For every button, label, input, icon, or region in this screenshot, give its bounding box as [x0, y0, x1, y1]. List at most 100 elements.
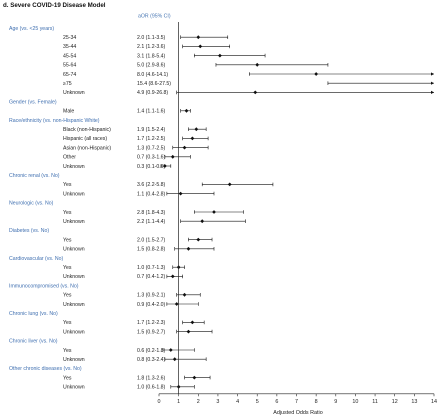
row-label: Black (non-Hispanic)	[63, 127, 111, 133]
estimate-label: 0.8 (0.3-2.4)	[137, 357, 166, 363]
estimate-label: 1.3 (0.7-2.5)	[137, 145, 166, 151]
point-estimate	[190, 136, 195, 141]
row-label: Other	[63, 155, 76, 161]
category-label: Cardiovascular (vs. No)	[9, 256, 63, 262]
x-tick-label: 9	[334, 399, 337, 405]
point-estimate	[172, 357, 177, 362]
estimate-label: 1.7 (1.2-2.5)	[137, 136, 166, 142]
x-tick-label: 10	[352, 399, 358, 405]
estimate-label: 5.0 (2.9-8.6)	[137, 63, 166, 69]
chart-title: d. Severe COVID-19 Disease Model	[3, 2, 106, 9]
estimate-label: 3.6 (2.2-5.8)	[137, 182, 166, 188]
estimate-label: 0.6 (0.2-1.8)	[137, 348, 166, 354]
row-label: Hispanic (all races)	[63, 136, 107, 142]
row-label: Asian (non-Hispanic)	[63, 145, 111, 151]
estimate-label: 1.1 (0.4-2.8)	[137, 191, 166, 197]
point-estimate	[170, 154, 175, 159]
point-estimate	[198, 44, 203, 49]
estimate-label: 0.7 (0.4-1.2)	[137, 274, 166, 280]
point-estimate	[174, 302, 179, 306]
estimate-label: 4.9 (0.9-26.8)	[137, 90, 168, 96]
row-label: ≥75	[63, 81, 72, 87]
category-label: Other chronic diseases (vs. No)	[9, 366, 82, 372]
estimate-label: 2.2 (1.1-4.4)	[137, 219, 166, 225]
estimate-label: 1.0 (0.7-1.3)	[137, 265, 166, 271]
estimate-label: 0.9 (0.4-2.0)	[137, 302, 166, 308]
x-tick-label: 0	[158, 399, 161, 405]
row-label: Unknown	[63, 357, 85, 363]
estimate-label: 2.1 (1.2-3.6)	[137, 44, 166, 50]
ci-arrow	[431, 81, 434, 85]
row-label: Yes	[63, 293, 72, 299]
estimate-label: 8.0 (4.6-14.1)	[137, 72, 168, 78]
category-label: Chronic liver (vs. No)	[9, 339, 58, 345]
row-label: Unknown	[63, 385, 85, 391]
row-label: Yes	[63, 182, 72, 188]
x-tick-label: 8	[315, 399, 318, 405]
estimate-label: 1.0 (0.6-1.8)	[137, 385, 166, 391]
x-tick-label: 11	[372, 399, 378, 405]
point-estimate	[190, 320, 195, 325]
x-tick-label: 7	[295, 399, 298, 405]
category-label: Chronic renal (vs. No)	[9, 173, 60, 179]
point-estimate	[314, 72, 319, 76]
x-tick-label: 13	[411, 399, 417, 405]
category-label: Age (vs. <25 years)	[9, 26, 54, 32]
x-tick-label: 5	[256, 399, 259, 405]
point-estimate	[217, 53, 222, 58]
row-label: Unknown	[63, 90, 85, 96]
category-label: Diabetes (vs. No)	[9, 228, 49, 234]
row-label: 65-74	[63, 72, 76, 78]
estimate-label: 2.0 (1.5-2.7)	[137, 237, 166, 243]
point-estimate	[182, 292, 187, 297]
point-estimate	[168, 348, 173, 352]
estimate-label: 1.3 (0.9-2.1)	[137, 293, 166, 299]
estimate-label: 1.4 (1.1-1.6)	[137, 109, 166, 115]
category-label: Race/ethnicity (vs. non-Hispanic White)	[9, 118, 100, 124]
point-estimate	[196, 35, 201, 40]
x-tick-label: 4	[236, 399, 239, 405]
x-tick-label: 1	[177, 399, 180, 405]
point-estimate	[255, 62, 260, 67]
row-label: Yes	[63, 348, 72, 354]
category-label: Neurologic (vs. No)	[9, 201, 54, 207]
point-estimate	[186, 246, 191, 251]
point-estimate	[194, 127, 199, 132]
row-label: 55-64	[63, 63, 76, 69]
estimate-label: 1.5 (0.9-2.7)	[137, 329, 166, 335]
estimate-label: 2.8 (1.8-4.3)	[137, 210, 166, 216]
estimate-label: 0.3 (0.1-0.6)	[137, 164, 166, 170]
x-tick-label: 2	[197, 399, 200, 405]
estimate-label: 3.1 (1.8-5.4)	[137, 53, 166, 59]
point-estimate	[178, 191, 183, 196]
point-estimate	[196, 237, 201, 242]
row-label: Unknown	[63, 191, 85, 197]
estimate-label: 1.8 (1.3-2.6)	[137, 375, 166, 381]
point-estimate	[192, 375, 197, 380]
row-label: Yes	[63, 320, 72, 326]
estimate-label: 1.7 (1.2-2.3)	[137, 320, 166, 326]
x-tick-label: 6	[275, 399, 278, 405]
estimate-label: 0.7 (0.3-1.6)	[137, 155, 166, 161]
category-label: Chronic lung (vs. No)	[9, 311, 58, 317]
point-estimate	[253, 90, 258, 95]
point-estimate	[227, 182, 232, 187]
estimate-label: 2.0 (1.1-3.5)	[137, 35, 166, 41]
estimate-label: 15.4 (8.6-27.5)	[137, 81, 171, 87]
row-label: Unknown	[63, 302, 85, 308]
x-tick-label: 3	[216, 399, 219, 405]
row-label: 45-54	[63, 53, 76, 59]
row-label: Male	[63, 109, 74, 115]
row-label: 35-44	[63, 44, 76, 50]
point-estimate	[162, 164, 167, 168]
estimate-header: aOR (95% CI)	[138, 14, 171, 20]
point-estimate	[186, 329, 191, 334]
x-axis-label: Adjusted Odds Ratio	[273, 410, 322, 416]
point-estimate	[212, 210, 216, 214]
point-estimate	[170, 274, 175, 279]
row-label: Yes	[63, 265, 72, 271]
estimate-label: 1.9 (1.5-2.4)	[137, 127, 166, 133]
point-estimate	[200, 219, 205, 224]
row-label: Unknown	[63, 219, 85, 225]
point-estimate	[182, 145, 187, 150]
